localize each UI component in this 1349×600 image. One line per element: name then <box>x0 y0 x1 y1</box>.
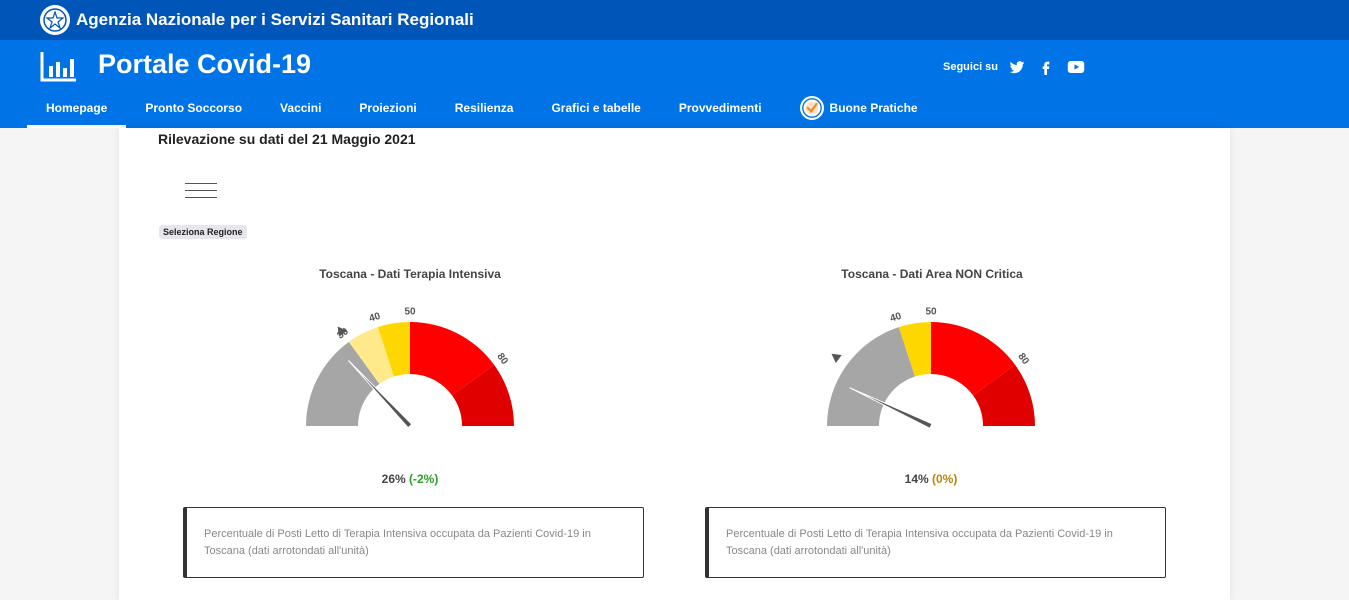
nav-item-provvedimenti[interactable]: Provvedimenti <box>660 88 781 128</box>
nav-item-proiezioni[interactable]: Proiezioni <box>340 88 435 128</box>
gauge-band <box>898 322 931 377</box>
main-card: Rilevazione su dati del 21 Maggio 2021 S… <box>119 128 1230 600</box>
gauge-tick-label: 80 <box>494 351 510 367</box>
main-nav: Homepage Pronto Soccorso Vaccini Proiezi… <box>27 88 937 128</box>
gauge-description: Percentuale di Posti Letto di Terapia In… <box>204 528 591 557</box>
twitter-icon[interactable] <box>1008 58 1026 76</box>
nav-item-label: Proiezioni <box>359 101 417 115</box>
italian-republic-emblem-icon <box>40 5 70 35</box>
check-badge-icon <box>799 96 824 120</box>
gauge-band <box>827 327 915 426</box>
gauge-band <box>377 322 410 377</box>
gauge-title: Toscana - Dati Terapia Intensiva <box>319 267 501 281</box>
gauge-tick-label: 50 <box>404 307 416 318</box>
nav-item-label: Provvedimenti <box>678 101 762 115</box>
nav-item-vaccini[interactable]: Vaccini <box>261 88 340 128</box>
nav-item-label: Homepage <box>46 101 108 115</box>
hamburger-menu-icon[interactable] <box>185 183 217 203</box>
gauge-threshold-marker <box>831 353 842 364</box>
gauge-needle <box>348 360 413 429</box>
gauge-needle <box>849 387 933 429</box>
gauge-chart-terapia-intensiva: 30 40 50 80 <box>306 307 514 429</box>
gauge-description: Percentuale di Posti Letto di Terapia In… <box>726 528 1113 557</box>
agency-title[interactable]: Agenzia Nazionale per i Servizi Sanitari… <box>76 10 474 29</box>
nav-item-label: Pronto Soccorso <box>145 101 243 115</box>
youtube-icon[interactable] <box>1066 58 1086 76</box>
gauge-description-box: Percentuale di Posti Letto di Terapia In… <box>705 507 1166 578</box>
region-select[interactable]: Seleziona Regione <box>159 225 247 239</box>
gauge-value-delta: (-2%) <box>409 472 439 486</box>
gauge-band <box>306 341 380 426</box>
bar-chart-icon[interactable] <box>40 50 78 82</box>
gauge-value: 26% (-2%) <box>350 472 470 486</box>
gauge-band <box>973 364 1035 426</box>
nav-item-homepage[interactable]: Homepage <box>27 88 127 128</box>
gauge-tick-label: 80 <box>1015 351 1031 367</box>
nav-item-pronto-soccorso[interactable]: Pronto Soccorso <box>126 88 261 128</box>
gauge-chart-area-non-critica: 40 50 80 <box>827 307 1035 429</box>
survey-date: Rilevazione su dati del 21 Maggio 2021 <box>158 131 416 147</box>
nav-item-label: Vaccini <box>280 101 322 115</box>
gauge-band <box>931 322 1016 396</box>
gauge-value-pct: 26% <box>381 472 406 486</box>
nav-item-grafici-e-tabelle[interactable]: Grafici e tabelle <box>532 88 659 128</box>
gauge-band <box>348 327 394 384</box>
portal-title[interactable]: Portale Covid-19 <box>98 49 312 79</box>
social-links: Seguici su <box>943 58 1097 76</box>
gauge-band <box>410 322 495 396</box>
agency-bar: Agenzia Nazionale per i Servizi Sanitari… <box>0 0 1349 40</box>
gauge-value: 14% (0%) <box>871 472 991 486</box>
social-label: Seguici su <box>943 61 999 73</box>
nav-item-label: Resilienza <box>454 101 514 115</box>
nav-item-label: Buone Pratiche <box>829 101 918 115</box>
gauge-tick-label: 40 <box>368 311 382 325</box>
gauge-value-delta: (0%) <box>932 472 958 486</box>
facebook-icon[interactable] <box>1037 58 1055 76</box>
gauge-tick-label: 50 <box>925 307 937 318</box>
gauge-band <box>452 364 514 426</box>
gauge-title: Toscana - Dati Area NON Critica <box>841 267 1023 281</box>
nav-item-label: Grafici e tabelle <box>551 101 641 115</box>
gauge-tick-label: 40 <box>889 311 903 325</box>
portal-header: Portale Covid-19 Seguici su Homepage Pro… <box>0 40 1349 128</box>
nav-item-resilienza[interactable]: Resilienza <box>436 88 533 128</box>
gauge-value-pct: 14% <box>904 472 929 486</box>
gauge-threshold-marker <box>337 326 348 337</box>
gauge-tick-label: 30 <box>335 326 351 342</box>
nav-item-buone-pratiche[interactable]: Buone Pratiche <box>781 88 937 128</box>
gauge-description-box: Percentuale di Posti Letto di Terapia In… <box>183 507 644 578</box>
